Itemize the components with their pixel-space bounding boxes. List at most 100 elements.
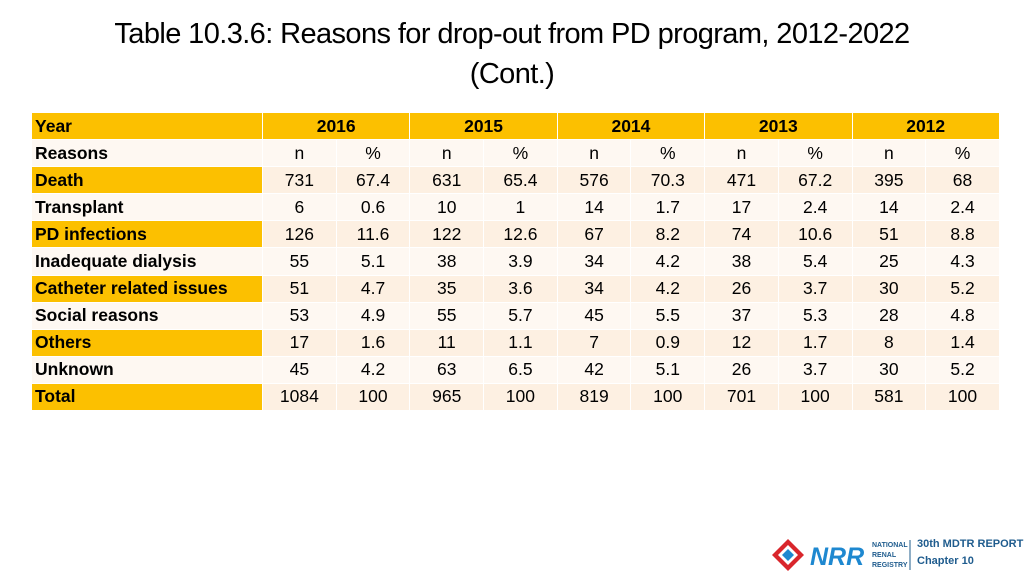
table-cell: 34 <box>556 247 632 276</box>
subheader-cell: n <box>556 139 632 168</box>
nrr-logo: NRR NATIONAL RENAL REGISTRY <box>772 539 911 571</box>
table-cell: 7 <box>556 328 632 357</box>
table-cell: 4.3 <box>925 247 1000 276</box>
table-cell: 8.2 <box>630 220 706 249</box>
table-cell: 28 <box>851 301 927 330</box>
table-cell: 74 <box>704 220 779 249</box>
table-cell: 2.4 <box>777 193 853 222</box>
table-cell: 30 <box>851 274 927 303</box>
year-header: 2013 <box>704 111 853 141</box>
subheader-row: Reasons n % n % n % n % n % <box>31 139 1000 168</box>
table-row: Others 17 1.6 11 1.1 7 0.9 12 1.7 8 1.4 <box>31 328 1000 357</box>
table-cell: 5.1 <box>630 355 706 384</box>
org-line-3: REGISTRY <box>872 562 908 569</box>
report-footer: NRR NATIONAL RENAL REGISTRY 30th MDTR RE… <box>768 536 1024 574</box>
table-cell: 5.5 <box>630 301 706 330</box>
table-cell: 0.9 <box>630 328 706 357</box>
table-cell: 70.3 <box>630 166 706 195</box>
subheader-cell: n <box>262 139 337 168</box>
table-row: PD infections 126 11.6 122 12.6 67 8.2 74 10.6 51… <box>31 220 1000 249</box>
subheader-cell: % <box>630 139 706 168</box>
table-cell: 1084 <box>262 382 337 412</box>
table-cell: 35 <box>409 274 485 303</box>
table-cell: 12 <box>704 328 779 357</box>
table-cell: 100 <box>630 382 706 412</box>
table-row: Unknown 45 4.2 63 6.5 42 5.1 26 3.7 30 5.2 <box>31 355 1000 384</box>
table-cell: 100 <box>777 382 853 412</box>
table-cell: 8 <box>851 328 927 357</box>
table-cell: 67 <box>556 220 632 249</box>
table-cell: 3.7 <box>777 355 853 384</box>
table-cell: 51 <box>851 220 927 249</box>
row-label: PD infections <box>31 220 263 249</box>
table-cell: 395 <box>851 166 927 195</box>
table-cell: 3.9 <box>483 247 558 276</box>
table-cell: 471 <box>704 166 779 195</box>
table-cell: 5.3 <box>777 301 853 330</box>
row-label: Inadequate dialysis <box>31 247 263 276</box>
table-cell: 51 <box>262 274 337 303</box>
table-row: Death 731 67.4 631 65.4 576 70.3 471 67.2 395 68 <box>31 166 1000 195</box>
table-cell: 100 <box>483 382 558 412</box>
table-cell: 3.7 <box>777 274 853 303</box>
table-cell: 4.2 <box>630 247 706 276</box>
row-label: Unknown <box>31 355 263 384</box>
table-cell: 5.4 <box>777 247 853 276</box>
table-cell: 67.4 <box>335 166 411 195</box>
table-row: Inadequate dialysis 55 5.1 38 3.9 34 4.2 38 5.4 2… <box>31 247 1000 276</box>
row-label: Total <box>31 382 263 412</box>
table-cell: 12.6 <box>483 220 558 249</box>
table-cell: 5.2 <box>925 355 1000 384</box>
table-cell: 10 <box>409 193 485 222</box>
table-cell: 10.6 <box>777 220 853 249</box>
table-cell: 3.6 <box>483 274 558 303</box>
row-label: Social reasons <box>31 301 263 330</box>
table-cell: 26 <box>704 355 779 384</box>
subheader-cell: n <box>851 139 927 168</box>
table-cell: 965 <box>409 382 485 412</box>
subheader-cell: % <box>925 139 1000 168</box>
logo-nrr-text: NRR <box>810 543 864 571</box>
table-cell: 26 <box>704 274 779 303</box>
table-cell: 55 <box>409 301 485 330</box>
table-cell: 4.2 <box>630 274 706 303</box>
year-label: Year <box>31 111 263 141</box>
table-cell: 37 <box>704 301 779 330</box>
subheader-cell: n <box>409 139 485 168</box>
table-cell: 17 <box>262 328 337 357</box>
table-cell: 100 <box>335 382 411 412</box>
table-cell: 34 <box>556 274 632 303</box>
table-cell: 53 <box>262 301 337 330</box>
table-cell: 11 <box>409 328 485 357</box>
table-cell: 30 <box>851 355 927 384</box>
table-cell: 55 <box>262 247 337 276</box>
subheader-cell: % <box>777 139 853 168</box>
table-cell: 819 <box>556 382 632 412</box>
table-cell: 731 <box>262 166 337 195</box>
year-header: 2015 <box>409 111 558 141</box>
table-cell: 122 <box>409 220 485 249</box>
title-line-2: (Cont.) <box>469 58 555 90</box>
table-cell: 0.6 <box>335 193 411 222</box>
table-cell: 2.4 <box>925 193 1000 222</box>
table-cell: 11.6 <box>335 220 411 249</box>
table-cell: 25 <box>851 247 927 276</box>
subheader-cell: % <box>483 139 558 168</box>
dropout-reasons-table: Year 2016 2015 2014 2013 2012 Reasons n … <box>31 111 1000 412</box>
subheader-cell: n <box>704 139 779 168</box>
year-header: 2012 <box>851 111 1000 141</box>
org-line-2: RENAL <box>872 552 897 559</box>
org-line-1: NATIONAL <box>872 542 908 549</box>
table-cell: 4.7 <box>335 274 411 303</box>
table-cell: 1.6 <box>335 328 411 357</box>
table-cell: 17 <box>704 193 779 222</box>
subheader-cell: % <box>335 139 411 168</box>
table-cell: 5.1 <box>335 247 411 276</box>
year-header-row: Year 2016 2015 2014 2013 2012 <box>31 111 1000 141</box>
row-label: Catheter related issues <box>31 274 263 303</box>
report-chapter: Chapter 10 <box>917 555 974 567</box>
table-cell: 701 <box>704 382 779 412</box>
table-cell: 68 <box>925 166 1000 195</box>
table-cell: 6.5 <box>483 355 558 384</box>
table-cell: 45 <box>556 301 632 330</box>
